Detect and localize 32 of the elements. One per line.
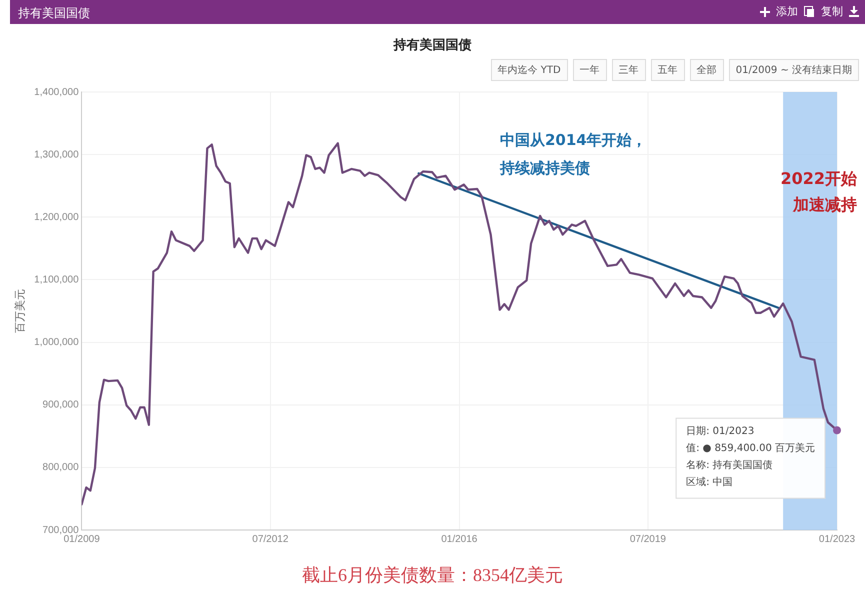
text: 一年: [572, 59, 607, 81]
text: 截止6月份美债数量：8354亿美元: [301, 564, 564, 587]
y-tick-label: 1,300,000: [34, 149, 80, 160]
chart-title: 持有美国国债: [392, 36, 472, 54]
y-tick-label: 1,200,000: [34, 212, 80, 223]
x-tick-label: 01/2009: [64, 534, 100, 545]
annotation: 持续减持美债: [500, 158, 591, 179]
band-label: 2022开始加速减持: [780, 169, 858, 214]
y-tick-label: 700,000: [42, 524, 80, 536]
text: 复制: [821, 4, 843, 19]
annotation: 区域: 中国: [686, 476, 733, 488]
text: 三年: [612, 59, 646, 81]
annotation: 中国从2014年开始，: [500, 130, 647, 151]
x-tick-label: 01/2023: [818, 534, 856, 545]
y-tick-label: 1,100,000: [34, 274, 80, 286]
text: 年内迄今 YTD: [490, 59, 568, 81]
annotation: 名称: 持有美国国债: [686, 458, 773, 471]
y-tick-label: 800,000: [42, 462, 80, 474]
text: 全部: [690, 59, 724, 81]
annotation: 值: ● 859,400.00 百万美元: [686, 442, 816, 454]
text: 01/2009 ~ 没有结束日期: [728, 59, 859, 81]
y-tick-label: 1,400,000: [34, 86, 80, 98]
x-tick-label: 01/2016: [441, 534, 478, 545]
text: 添加: [776, 4, 798, 19]
text: 五年: [650, 59, 685, 81]
x-tick-label: 07/2012: [252, 534, 289, 545]
text: 持有美国国债: [18, 5, 90, 22]
annotation: 日期: 01/2023: [686, 424, 754, 437]
y-tick-label: 1,000,000: [34, 337, 80, 348]
y-tick-label: 900,000: [42, 400, 80, 411]
y-axis-title: 百万美元: [14, 289, 27, 333]
x-tick-label: 07/2019: [630, 534, 666, 545]
